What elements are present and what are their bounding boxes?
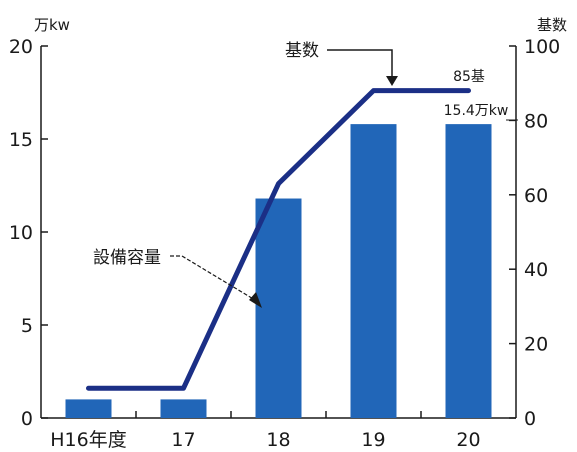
line-series bbox=[86, 88, 471, 391]
x-category-label: 17 bbox=[171, 429, 195, 451]
x-category-label: 20 bbox=[456, 429, 480, 451]
bar-series-leader-arrow bbox=[249, 292, 262, 308]
left-tick-label: 0 bbox=[21, 408, 33, 430]
right-tick-label: 60 bbox=[524, 185, 548, 207]
annotations: 基数 85基 15.4万kw 設備容量 bbox=[93, 41, 518, 308]
right-tick-label: 80 bbox=[524, 110, 548, 132]
left-axis-ticks: 0 5 10 15 20 bbox=[9, 36, 48, 430]
x-axis-ticks: H16年度 17 18 19 20 bbox=[50, 411, 481, 451]
left-tick-label: 10 bbox=[9, 222, 33, 244]
bar-series-leader bbox=[170, 255, 256, 301]
bar-end-value-label: 15.4万kw bbox=[444, 103, 509, 119]
left-tick-label: 15 bbox=[9, 129, 33, 151]
right-tick-label: 100 bbox=[524, 36, 560, 58]
right-tick-label: 0 bbox=[524, 408, 536, 430]
line-end-value-label: 85基 bbox=[453, 68, 485, 85]
bar bbox=[255, 198, 302, 418]
bar bbox=[350, 124, 397, 419]
bar bbox=[160, 399, 207, 418]
left-tick-label: 20 bbox=[9, 36, 33, 58]
bar bbox=[445, 124, 492, 419]
right-tick-label: 40 bbox=[524, 259, 548, 281]
left-axis-unit: 万kw bbox=[34, 16, 70, 34]
x-category-label: 19 bbox=[361, 429, 385, 451]
line-series-leader bbox=[327, 49, 393, 78]
right-axis-unit: 基数 bbox=[537, 16, 567, 34]
series-line bbox=[86, 88, 471, 391]
bar bbox=[65, 399, 112, 418]
right-axis-ticks: 0 20 40 60 80 100 bbox=[509, 36, 560, 430]
left-tick-label: 5 bbox=[21, 315, 33, 337]
line-series-label: 基数 bbox=[285, 41, 319, 61]
bar-series-label: 設備容量 bbox=[93, 248, 161, 268]
x-category-label: 18 bbox=[266, 429, 290, 451]
line-series-leader-arrow bbox=[386, 76, 398, 86]
right-tick-label: 20 bbox=[524, 334, 548, 356]
bar-series bbox=[65, 124, 492, 419]
x-category-label: H16年度 bbox=[50, 429, 126, 451]
